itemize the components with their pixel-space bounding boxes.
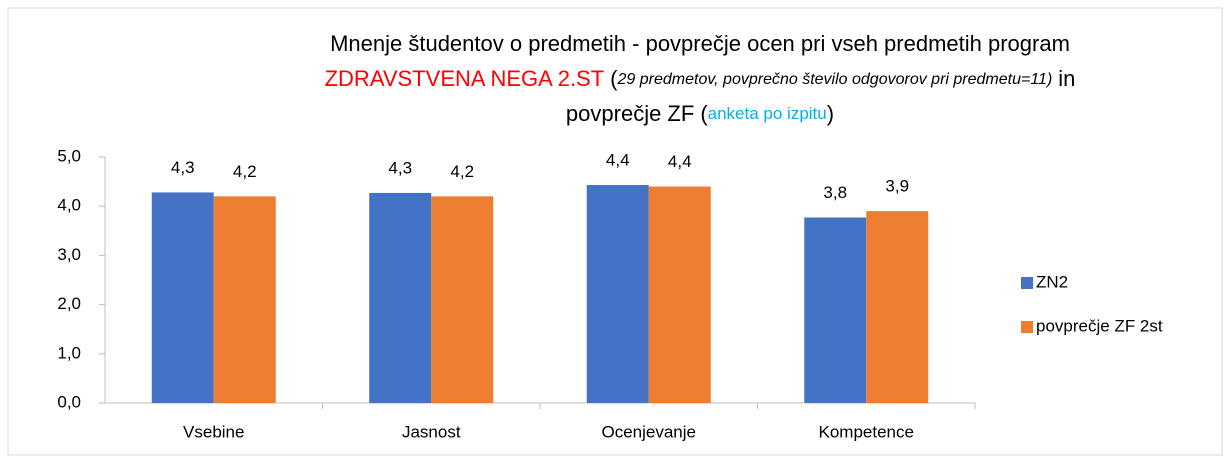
bar bbox=[213, 196, 276, 403]
title-segment: anketa po izpitu bbox=[708, 104, 827, 123]
data-label: 4,2 bbox=[450, 162, 474, 181]
x-tick-label: Kompetence bbox=[819, 422, 914, 441]
bar bbox=[804, 217, 867, 403]
bar bbox=[586, 185, 649, 403]
bar bbox=[648, 186, 711, 403]
chart-title: Mnenje študentov o predmetih - povprečje… bbox=[330, 31, 1070, 56]
title-segment: ZDRAVSTVENA NEGA 2.ST bbox=[325, 66, 605, 91]
x-tick-label: Vsebine bbox=[183, 422, 244, 441]
bar bbox=[369, 192, 432, 403]
title-segment: ) bbox=[827, 101, 834, 126]
data-label: 4,4 bbox=[668, 152, 692, 171]
data-label: 4,3 bbox=[171, 158, 195, 177]
x-tick-label: Jasnost bbox=[402, 422, 461, 441]
y-tick-label: 1,0 bbox=[57, 343, 81, 362]
bar bbox=[866, 211, 929, 403]
data-label: 4,4 bbox=[606, 151, 630, 170]
bar bbox=[431, 196, 494, 403]
legend-label: ZN2 bbox=[1036, 272, 1068, 291]
y-tick-label: 0,0 bbox=[57, 392, 81, 411]
data-label: 3,8 bbox=[823, 183, 847, 202]
title-segment: ( bbox=[700, 101, 708, 126]
bar bbox=[151, 192, 214, 403]
data-label: 4,3 bbox=[388, 158, 412, 177]
title-segment: 29 predmetov, povprečno število odgovoro… bbox=[617, 71, 1053, 88]
title-segment: ( bbox=[610, 66, 618, 91]
chart-title: povprečje ZF (anketa po izpitu) bbox=[566, 101, 834, 126]
chart-title: ZDRAVSTVENA NEGA 2.ST (29 predmetov, povp… bbox=[325, 66, 1076, 91]
y-tick-label: 2,0 bbox=[57, 294, 81, 313]
x-tick-label: Ocenjevanje bbox=[601, 422, 696, 441]
title-segment: Mnenje študentov o predmetih - povprečje… bbox=[330, 31, 1070, 56]
y-tick-label: 4,0 bbox=[57, 196, 81, 215]
legend-swatch bbox=[1021, 321, 1033, 333]
legend-swatch bbox=[1021, 277, 1033, 289]
title-segment: in bbox=[1058, 66, 1075, 91]
legend-label: povprečje ZF 2st bbox=[1036, 316, 1163, 335]
y-tick-label: 3,0 bbox=[57, 245, 81, 264]
title-segment: povprečje ZF bbox=[566, 101, 694, 126]
y-tick-label: 5,0 bbox=[57, 146, 81, 165]
data-label: 3,9 bbox=[885, 177, 909, 196]
data-label: 4,2 bbox=[233, 162, 257, 181]
